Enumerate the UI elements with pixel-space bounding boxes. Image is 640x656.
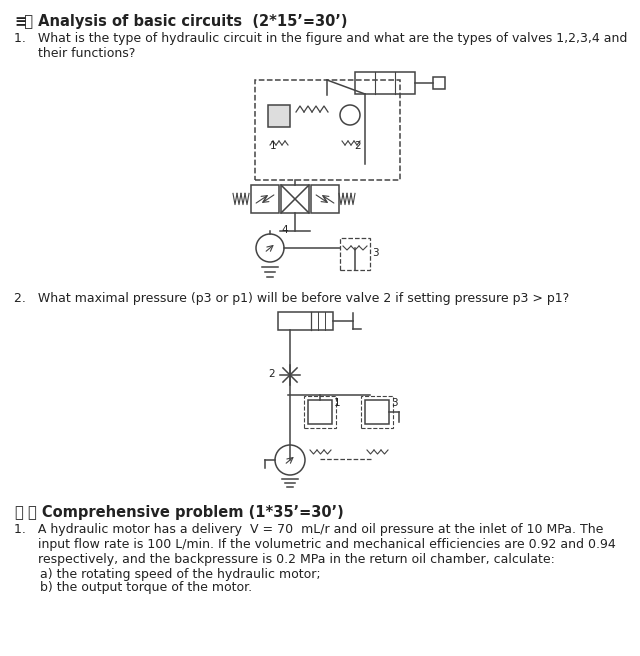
Bar xyxy=(268,105,290,127)
Text: 、 Analysis of basic circuits  (2*15’=30’): 、 Analysis of basic circuits (2*15’=30’) xyxy=(14,14,348,29)
Text: 4: 4 xyxy=(281,225,287,235)
Text: 2: 2 xyxy=(268,369,275,379)
Text: 1.   What is the type of hydraulic circuit in the figure and what are the types : 1. What is the type of hydraulic circuit… xyxy=(14,32,627,45)
Text: 1: 1 xyxy=(270,141,276,151)
Text: input flow rate is 100 L/min. If the volumetric and mechanical efficiencies are : input flow rate is 100 L/min. If the vol… xyxy=(14,538,616,551)
Bar xyxy=(278,312,333,330)
Text: 2.   What maximal pressure (p3 or p1) will be before valve 2 if setting pressure: 2. What maximal pressure (p3 or p1) will… xyxy=(14,292,569,305)
Text: 1.   A hydraulic motor has a delivery  V = 70  mL/r and oil pressure at the inle: 1. A hydraulic motor has a delivery V = … xyxy=(14,523,604,536)
Bar xyxy=(251,185,279,213)
Text: ≡: ≡ xyxy=(14,14,26,29)
Bar xyxy=(311,185,339,213)
Text: b) the output torque of the motor.: b) the output torque of the motor. xyxy=(40,581,252,594)
Bar xyxy=(365,400,389,424)
Text: 2: 2 xyxy=(354,141,360,151)
Bar xyxy=(361,396,393,428)
Text: a) the rotating speed of the hydraulic motor;: a) the rotating speed of the hydraulic m… xyxy=(40,568,321,581)
Bar xyxy=(308,400,332,424)
Bar xyxy=(355,72,415,94)
Text: respectively, and the backpressure is 0.2 MPa in the return oil chamber, calcula: respectively, and the backpressure is 0.… xyxy=(14,553,555,566)
Text: 3: 3 xyxy=(391,398,397,408)
Bar xyxy=(281,185,309,213)
Bar xyxy=(433,77,445,89)
Bar xyxy=(255,80,400,180)
Bar xyxy=(304,396,336,428)
Bar xyxy=(340,238,370,270)
Text: 四: 四 xyxy=(14,505,23,520)
Text: their functions?: their functions? xyxy=(14,47,136,60)
Text: 1: 1 xyxy=(334,398,340,408)
Text: 3: 3 xyxy=(372,248,379,258)
Text: 、 Comprehensive problem (1*35’=30’): 、 Comprehensive problem (1*35’=30’) xyxy=(28,505,344,520)
